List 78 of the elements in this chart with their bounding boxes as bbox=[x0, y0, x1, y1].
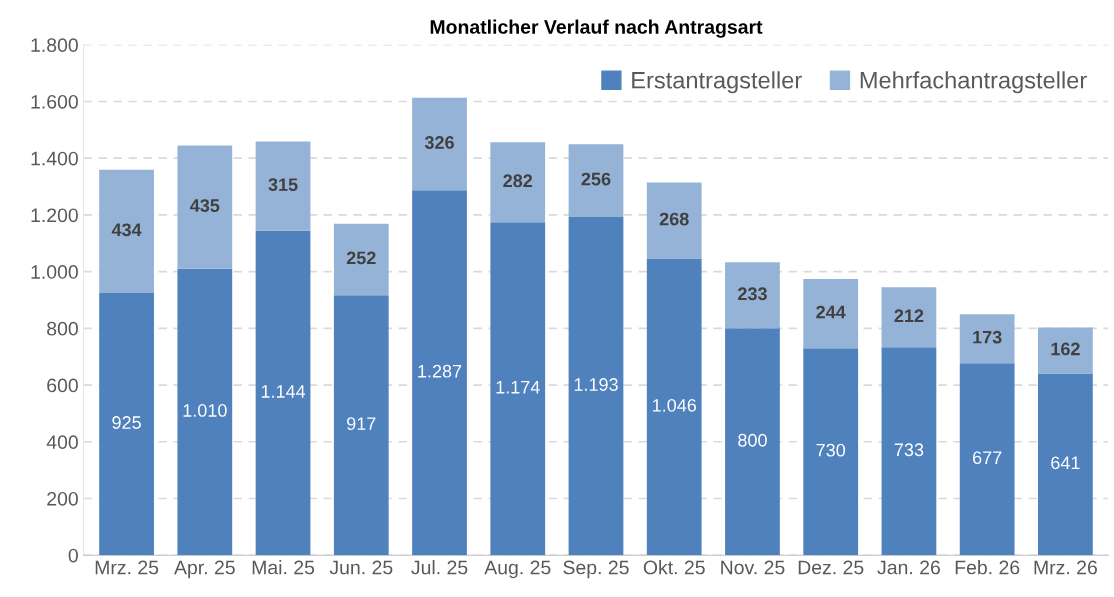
bar bbox=[959, 314, 1015, 364]
data-label: 256 bbox=[581, 172, 611, 186]
bar bbox=[881, 287, 937, 348]
data-label: 800 bbox=[738, 433, 767, 447]
bar bbox=[177, 268, 233, 556]
data-label: 173 bbox=[973, 330, 1002, 344]
bar bbox=[881, 347, 937, 556]
bar bbox=[412, 97, 467, 191]
x-tick-label: Sep. 25 bbox=[563, 560, 629, 579]
bar bbox=[255, 141, 311, 231]
bar bbox=[1038, 327, 1093, 374]
data-label: 244 bbox=[816, 305, 846, 319]
data-label: 677 bbox=[973, 451, 1002, 465]
data-label: 212 bbox=[894, 309, 924, 322]
bar bbox=[99, 169, 154, 293]
bar bbox=[725, 328, 780, 556]
x-tick-label: Mai. 25 bbox=[252, 560, 315, 575]
data-label: 1.046 bbox=[653, 398, 697, 412]
bar bbox=[490, 222, 546, 556]
data-label: 1.174 bbox=[496, 381, 540, 394]
bar bbox=[803, 279, 859, 349]
bar bbox=[490, 142, 546, 223]
bar bbox=[255, 230, 311, 556]
data-label: 641 bbox=[1051, 456, 1080, 470]
data-label: 435 bbox=[190, 199, 220, 212]
data-label: 252 bbox=[346, 251, 376, 265]
bar bbox=[177, 145, 233, 269]
bar bbox=[412, 190, 467, 556]
bar bbox=[725, 262, 780, 329]
x-tick-label: Aug. 25 bbox=[484, 560, 551, 579]
x-tick-label: Nov. 25 bbox=[721, 560, 785, 575]
bar bbox=[568, 144, 624, 217]
data-label: 282 bbox=[503, 174, 533, 188]
y-tick-label: 1.400 bbox=[31, 151, 78, 166]
data-label: 233 bbox=[738, 287, 767, 301]
y-tick-label: 1.600 bbox=[31, 94, 78, 109]
bar bbox=[646, 258, 702, 556]
legend-label: Erstantragsteller bbox=[632, 71, 802, 94]
y-tick-label: 1.800 bbox=[31, 38, 78, 53]
x-tick-label: Mrz. 26 bbox=[1034, 560, 1097, 575]
x-tick-label: Mrz. 25 bbox=[95, 560, 159, 575]
bar bbox=[1038, 373, 1093, 556]
data-label: 1.144 bbox=[261, 385, 306, 398]
legend-label: Mehrfachantragsteller bbox=[860, 71, 1087, 94]
x-tick-label: Dez. 25 bbox=[798, 560, 864, 575]
data-label: 1.287 bbox=[418, 364, 462, 378]
x-tick-label: Feb. 26 bbox=[955, 560, 1020, 575]
data-label: 1.193 bbox=[574, 378, 618, 391]
bar bbox=[959, 363, 1015, 556]
data-label: 917 bbox=[347, 417, 376, 431]
x-tick-label: Jan. 26 bbox=[877, 560, 940, 575]
x-tick-label: Jul. 25 bbox=[411, 560, 468, 575]
bar bbox=[333, 295, 389, 556]
bar bbox=[99, 292, 154, 556]
y-tick-label: 600 bbox=[47, 378, 78, 393]
data-label: 733 bbox=[894, 443, 924, 457]
y-tick-label: 800 bbox=[47, 321, 78, 336]
data-label: 730 bbox=[816, 443, 846, 457]
x-tick-label: Okt. 25 bbox=[643, 560, 705, 575]
y-tick-label: 200 bbox=[47, 491, 78, 506]
y-tick-label: 1.000 bbox=[31, 265, 78, 279]
y-tick-label: 1.200 bbox=[31, 208, 78, 223]
data-label: 925 bbox=[112, 416, 141, 429]
data-label: 1.010 bbox=[183, 404, 227, 417]
data-label: 162 bbox=[1051, 342, 1080, 356]
x-tick-label: Apr. 25 bbox=[174, 560, 235, 579]
data-label: 268 bbox=[659, 212, 689, 226]
data-label: 315 bbox=[268, 178, 298, 192]
y-tick-label: 0 bbox=[68, 548, 78, 563]
x-tick-label: Jun. 25 bbox=[329, 560, 393, 575]
bar bbox=[803, 348, 859, 556]
bar bbox=[568, 216, 624, 556]
chart-title: Monatlicher Verlauf nach Antragsart bbox=[430, 19, 763, 38]
bar bbox=[333, 223, 389, 296]
y-tick-label: 400 bbox=[46, 435, 78, 450]
data-label: 434 bbox=[111, 223, 142, 237]
bar bbox=[646, 182, 702, 259]
data-label: 326 bbox=[424, 136, 454, 149]
